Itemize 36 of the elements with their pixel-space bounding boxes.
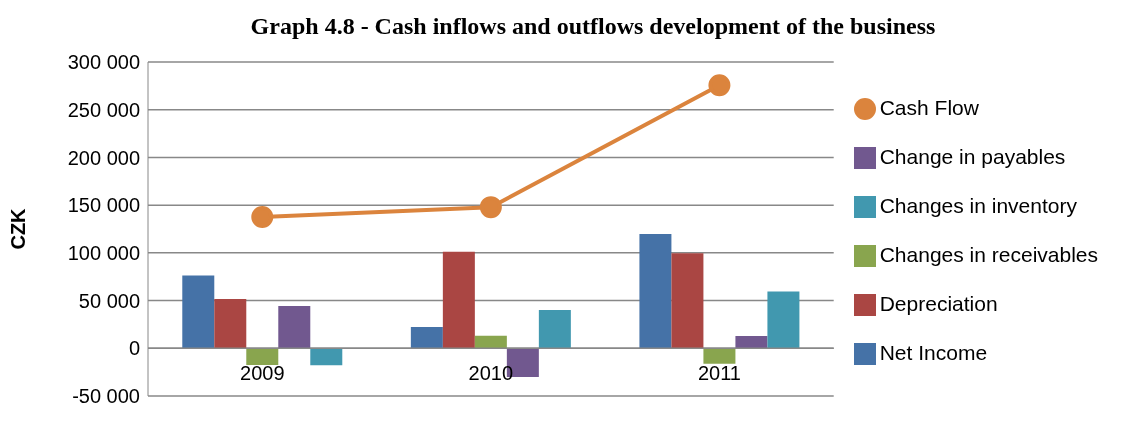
bar	[182, 275, 215, 349]
y-tick-label: 250 000	[67, 98, 140, 121]
y-tick-label: 300 000	[67, 51, 140, 74]
y-tick-label: 50 000	[78, 289, 140, 312]
y-tick-label: -50 000	[72, 385, 140, 408]
bar	[278, 306, 311, 349]
bar	[703, 348, 736, 364]
x-tick-label: 2010	[468, 362, 514, 385]
bar	[310, 348, 343, 366]
y-tick-label: 0	[128, 337, 140, 360]
x-tick-label: 2009	[240, 362, 285, 385]
y-axis-title: CZK	[7, 207, 30, 250]
point	[251, 205, 274, 228]
y-tick-label: 100 000	[67, 241, 140, 264]
bar	[442, 251, 475, 349]
legend-label: Cash Flow	[879, 95, 979, 119]
bar	[735, 336, 768, 349]
bar	[671, 253, 704, 349]
legend-label: Change in payables	[879, 144, 1066, 168]
bar	[639, 233, 672, 349]
bar	[214, 298, 247, 349]
bar	[474, 335, 507, 349]
legend-label: Depreciation	[879, 291, 998, 315]
point	[708, 74, 731, 97]
bar	[410, 327, 443, 349]
bar	[767, 291, 800, 349]
point	[479, 196, 502, 219]
y-tick-label: 150 000	[67, 194, 140, 217]
bar	[538, 310, 571, 349]
bar	[246, 348, 279, 365]
chart-title: Graph 4.8 - Cash inflows and outflows development of the business	[249, 12, 937, 41]
x-tick-label: 2011	[697, 362, 741, 385]
legend-label: Changes in inventory	[879, 193, 1077, 217]
legend-label: Net Income	[879, 340, 988, 364]
y-tick-label: 200 000	[67, 146, 140, 169]
legend-label: Changes in receivables	[879, 242, 1098, 266]
